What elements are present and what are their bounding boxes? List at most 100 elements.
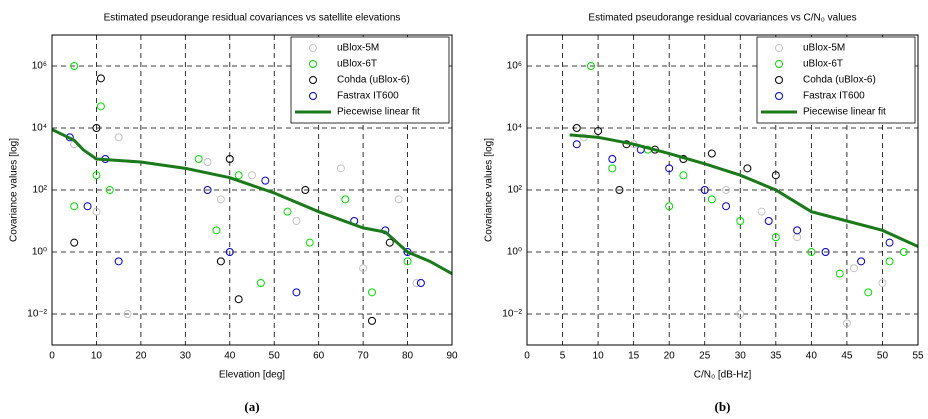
- x-tick-label: 35: [770, 351, 782, 362]
- scatter-point: [70, 238, 79, 247]
- scatter-point: [70, 62, 79, 70]
- scatter-point: [96, 74, 105, 83]
- scatter-point: [878, 279, 887, 287]
- legend-marker: [775, 44, 783, 52]
- x-tick-label: 40: [224, 351, 236, 362]
- scatter-point: [359, 264, 368, 273]
- scatter-point: [707, 195, 716, 204]
- x-tick-label: 80: [402, 351, 414, 362]
- caption: (a): [244, 399, 259, 414]
- scatter-point: [123, 310, 132, 318]
- scatter-point: [700, 186, 709, 194]
- scatter-point: [743, 164, 752, 173]
- scatter-point: [679, 171, 688, 180]
- legend-label: Piecewise linear fit: [803, 107, 886, 118]
- scatter-point: [194, 155, 203, 163]
- scatter-point: [864, 288, 873, 297]
- scatter-point: [899, 248, 908, 256]
- legend-label: uBlox-5M: [337, 43, 379, 54]
- legend-label: Fastrax IT600: [337, 91, 399, 102]
- legend-marker: [775, 76, 783, 84]
- scatter-point: [92, 207, 101, 216]
- x-axis-label: C/N₀ [dB-Hz]: [694, 370, 752, 381]
- scatter-point: [665, 202, 674, 211]
- scatter-point: [842, 319, 851, 328]
- x-tick-label: 10: [91, 351, 103, 362]
- scatter-point: [885, 238, 894, 247]
- x-tick-label: 30: [180, 351, 192, 362]
- x-tick-label: 20: [135, 351, 147, 362]
- x-tick-label: 55: [912, 351, 924, 362]
- x-tick-label: 40: [806, 351, 818, 362]
- x-tick-label: 25: [699, 351, 711, 362]
- x-tick-label: 50: [877, 351, 889, 362]
- scatter-point: [96, 102, 105, 111]
- caption: (b): [715, 399, 731, 414]
- y-tick-label: 10⁻²: [27, 309, 47, 320]
- scatter-point: [857, 257, 866, 266]
- x-tick-label: 50: [269, 351, 281, 362]
- scatter-point: [292, 288, 301, 297]
- plot-frame: [526, 34, 919, 346]
- scatter-point: [216, 257, 225, 266]
- scatter-point: [105, 186, 114, 194]
- legend-box: [290, 36, 450, 124]
- plot-frame: [51, 34, 453, 346]
- y-tick-label: 10⁴: [32, 123, 47, 134]
- scatter-point: [757, 207, 766, 216]
- y-tick-label: 10²: [508, 185, 523, 196]
- scatter-point: [114, 133, 123, 142]
- scatter-point: [835, 269, 844, 278]
- legend-label: uBlox-6T: [337, 59, 377, 70]
- scatter-point: [261, 176, 270, 185]
- legend-marker: [775, 60, 783, 68]
- scatter-point: [203, 186, 212, 194]
- scatter-point: [234, 295, 243, 304]
- scatter-point: [707, 149, 716, 158]
- scatter-point: [301, 186, 310, 194]
- legend-marker: [309, 44, 317, 52]
- scatter-point: [83, 202, 92, 211]
- x-tick-label: 0: [49, 351, 55, 362]
- y-tick-label: 10⁰: [507, 247, 522, 258]
- scatter-point: [256, 279, 265, 287]
- legend-label: Piecewise linear fit: [337, 107, 420, 118]
- y-tick-label: 10²: [33, 185, 48, 196]
- scatter-point: [292, 217, 301, 225]
- legend-marker: [775, 92, 783, 100]
- scatter-point: [572, 140, 581, 149]
- scatter-point: [341, 195, 350, 204]
- y-axis-label: Covariance values [log]: [9, 138, 20, 242]
- y-axis-label: Covariance values [log]: [484, 138, 495, 242]
- scatter-point: [665, 164, 674, 173]
- scatter-point: [885, 257, 894, 266]
- scatter-point: [771, 171, 780, 180]
- scatter-point: [793, 233, 802, 242]
- scatter-point: [594, 127, 603, 136]
- scatter-point: [385, 238, 394, 247]
- x-tick-label: 45: [841, 351, 853, 362]
- legend-marker: [309, 76, 317, 84]
- scatter-point: [821, 248, 830, 256]
- scatter-point: [114, 257, 123, 266]
- scatter-point: [368, 316, 376, 325]
- scatter-point: [586, 62, 595, 70]
- scatter-point: [608, 155, 617, 163]
- chart-title: Estimated pseudorange residual covarianc…: [588, 13, 856, 24]
- scatter-point: [336, 164, 345, 173]
- scatter-point: [368, 288, 376, 297]
- x-tick-label: 20: [664, 351, 676, 362]
- legend-marker: [309, 60, 317, 68]
- x-tick-label: 70: [358, 351, 370, 362]
- legend-label: Cohda (uBlox-6): [803, 75, 876, 86]
- x-tick-label: 90: [446, 351, 458, 362]
- scatter-point: [225, 248, 234, 256]
- scatter-point: [394, 195, 403, 204]
- scatter-point: [283, 207, 292, 216]
- scatter-point: [722, 186, 731, 194]
- legend-label: uBlox-6T: [803, 59, 843, 70]
- x-tick-label: 10: [593, 351, 605, 362]
- x-tick-label: 30: [735, 351, 747, 362]
- scatter-point: [850, 264, 859, 273]
